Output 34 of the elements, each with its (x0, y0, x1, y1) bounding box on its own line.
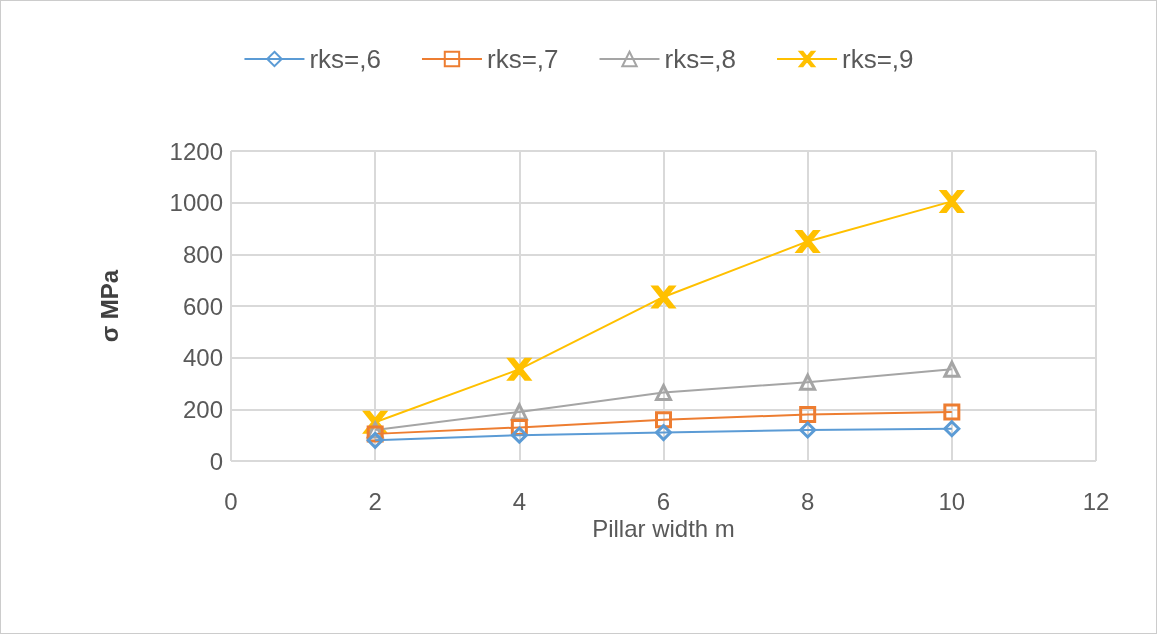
x-tick-label: 2 (368, 487, 382, 515)
y-axis-title: σ MPa (95, 269, 123, 343)
y-tick-label: 400 (182, 344, 223, 372)
x-axis-title: Pillar width m (592, 514, 735, 542)
legend-label: rks=,9 (842, 44, 914, 74)
point (510, 426, 528, 444)
point (940, 189, 964, 213)
x-tick-label: 6 (656, 487, 671, 515)
x-tick-label: 8 (800, 487, 815, 515)
x-tick-label: 4 (512, 487, 527, 515)
x-tick-label: 12 (1082, 487, 1110, 515)
y-tick-label: 1200 (169, 137, 223, 165)
y-tick-label: 200 (182, 395, 223, 423)
point (943, 420, 961, 438)
point (799, 406, 817, 423)
point (799, 373, 817, 391)
legend-label: rks=,6 (309, 44, 381, 74)
point (943, 360, 961, 378)
point (943, 403, 961, 421)
point (799, 421, 817, 439)
point (655, 384, 672, 402)
y-tick-label: 0 (209, 447, 223, 475)
y-tick-label: 800 (182, 240, 223, 268)
y-tick-label: 1000 (169, 189, 223, 217)
point (655, 424, 672, 442)
point (796, 229, 820, 253)
point (510, 403, 528, 421)
point (507, 357, 531, 381)
legend-label: rks=,8 (664, 44, 737, 74)
y-tick-label: 600 (182, 292, 223, 320)
point (652, 285, 675, 309)
legend-label: rks=,7 (486, 44, 559, 74)
point (366, 431, 384, 449)
x-tick-label: 10 (938, 487, 966, 515)
